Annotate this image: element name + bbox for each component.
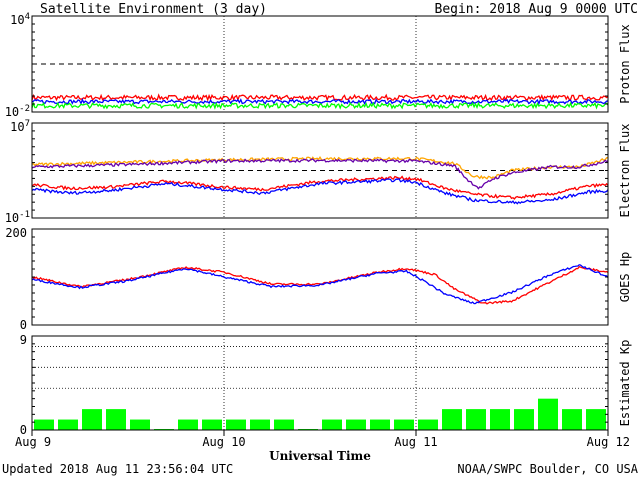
y-tick-label: 10-2 [5, 104, 30, 119]
kp-bar [490, 409, 510, 430]
kp-ylabel: Estimated Kp [618, 340, 632, 427]
y-tick-label: 104 [10, 12, 30, 27]
kp-bar [562, 409, 582, 430]
kp-bar [58, 419, 78, 430]
proton-series-green [31, 101, 609, 110]
kp-bar [466, 409, 486, 430]
kp-bar [178, 419, 198, 430]
electron-panel: 107 10-1 Electron Flux [5, 119, 632, 225]
x-tick-label: Aug 10 [202, 435, 245, 449]
goes_hp-panel: 200 0 GOES Hp [5, 226, 632, 332]
y-tick-label: 10-1 [5, 210, 30, 225]
x-axis-label: Universal Time [269, 449, 371, 463]
updated-timestamp: Updated 2018 Aug 11 23:56:04 UTC [2, 462, 233, 476]
kp-bar [370, 419, 390, 430]
x-tick-label: Aug 12 [587, 435, 630, 449]
kp-bar [250, 419, 270, 430]
goes_hp-frame [31, 228, 609, 326]
kp-bar [82, 409, 102, 430]
proton-panel: 104 10-2 Proton Flux [5, 12, 632, 119]
y-tick-label: 0 [20, 423, 27, 437]
electron-ylabel: Electron Flux [618, 124, 632, 218]
proton-series-blue [31, 98, 609, 106]
kp-bar [274, 419, 294, 430]
kp-bar [394, 419, 414, 430]
kp-bar [106, 409, 126, 430]
kp-bar [514, 409, 534, 430]
kp-bar [322, 419, 342, 430]
x-tick-label: Aug 11 [394, 435, 437, 449]
kp-bar [586, 409, 606, 430]
kp-bar [418, 419, 438, 430]
kp-bar [226, 419, 246, 430]
proton-ylabel: Proton Flux [618, 24, 632, 103]
y-tick-label: 0 [20, 318, 27, 332]
kp-bar [34, 419, 54, 430]
goes_hp-series-blue [31, 264, 609, 305]
chart-title: Satellite Environment (3 day) [40, 2, 267, 17]
y-tick-label: 200 [5, 226, 27, 240]
electron-series-blue [31, 178, 609, 205]
kp-bar [442, 409, 462, 430]
proton-series-red [31, 93, 609, 102]
kp-bar [538, 398, 558, 430]
credit-label: NOAA/SWPC Boulder, CO USA [457, 462, 638, 476]
begin-time: Begin: 2018 Aug 9 0000 UTC [435, 2, 639, 17]
x-tick-label: Aug 9 [15, 435, 51, 449]
y-tick-label: 9 [20, 333, 27, 347]
electron-series-red [31, 175, 609, 200]
electron-series-purple [31, 158, 609, 190]
goes_hp-ylabel: GOES Hp [618, 252, 632, 303]
kp-bar [130, 419, 150, 430]
kp-panel: 9 0 Estimated Kp [20, 333, 632, 437]
x-axis: Aug 9 Aug 10 Aug 11 Aug 12 [15, 430, 630, 449]
kp-bar [346, 419, 366, 430]
y-tick-label: 107 [10, 119, 30, 134]
panels-layer: 104 10-2 Proton Flux 107 10-1 Electron Flux 20… [5, 12, 632, 437]
electron-series-orange [31, 155, 609, 180]
kp-bar [202, 419, 222, 430]
